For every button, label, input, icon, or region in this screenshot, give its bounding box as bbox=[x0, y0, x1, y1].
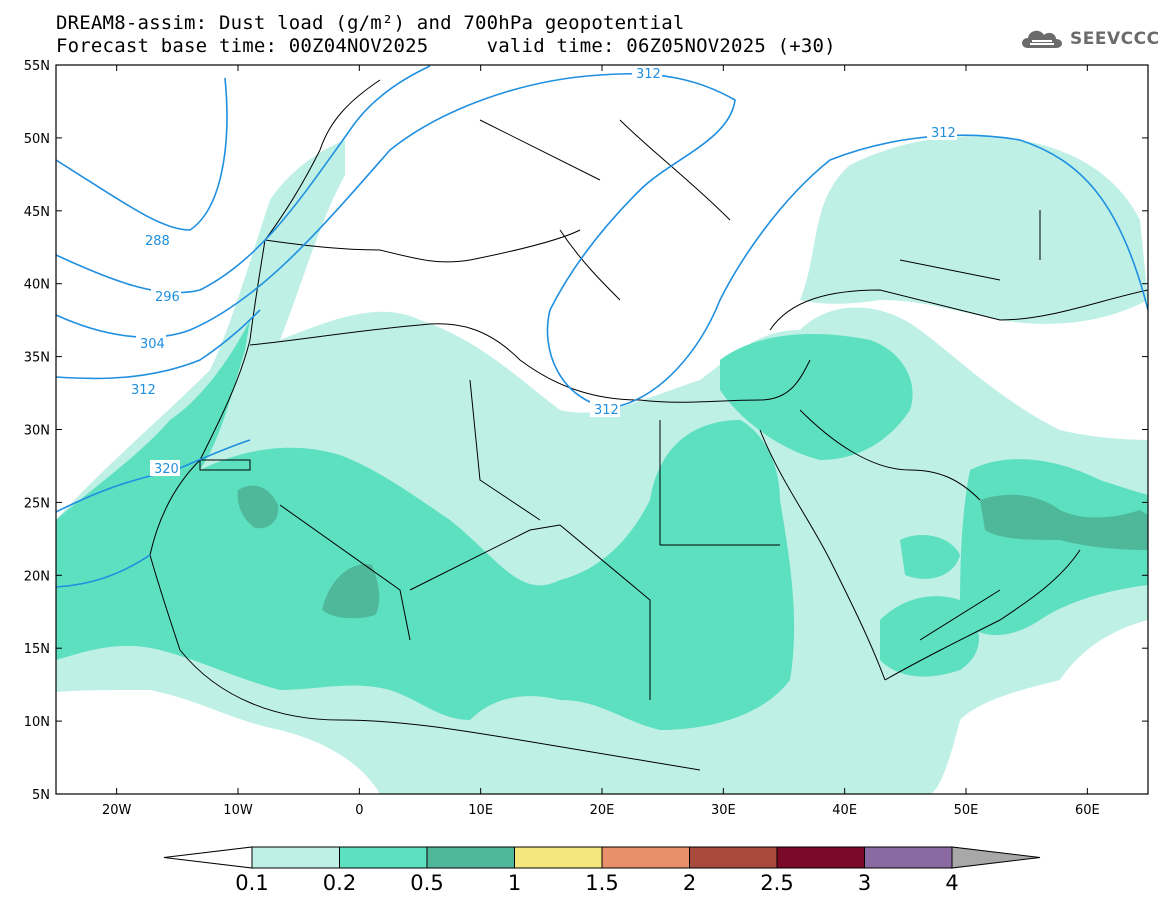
lon-tick-label: 10E bbox=[468, 803, 493, 818]
contour-label: 304 bbox=[140, 337, 165, 352]
cloud-icon bbox=[1022, 30, 1062, 48]
dust-fields bbox=[56, 136, 1148, 794]
colorbar-low-arrow bbox=[163, 846, 253, 869]
colorbar: 0.1 0.2 0.5 1 1.5 2 2.5 3 4 bbox=[163, 846, 1041, 895]
coastlines-and-borders bbox=[149, 79, 1148, 771]
colorbar-label: 4 bbox=[945, 871, 958, 895]
colorbar-bin bbox=[426, 846, 515, 869]
contour-label: 312 bbox=[931, 126, 956, 141]
contour-label: 296 bbox=[155, 290, 180, 305]
lat-tick-label: 25N bbox=[24, 496, 50, 511]
lon-tick-label: 0 bbox=[355, 803, 363, 818]
colorbar-bin bbox=[514, 846, 603, 869]
lat-tick-label: 20N bbox=[24, 569, 50, 584]
lat-tick-label: 5N bbox=[32, 788, 50, 803]
colorbar-label: 3 bbox=[858, 871, 871, 895]
contour-label: 320 bbox=[154, 462, 179, 477]
contour-label: 312 bbox=[594, 403, 619, 418]
logo-text: SEEVCCC bbox=[1070, 29, 1160, 49]
colorbar-label: 2.5 bbox=[760, 871, 793, 895]
contour-label: 312 bbox=[131, 383, 156, 398]
colorbar-bin bbox=[339, 846, 428, 869]
colorbar-bin bbox=[601, 846, 690, 869]
lat-tick-label: 50N bbox=[24, 132, 50, 147]
colorbar-label: 0.1 bbox=[235, 871, 268, 895]
colorbar-bin bbox=[251, 846, 340, 869]
colorbar-label: 1.5 bbox=[585, 871, 618, 895]
dust-level-0.5 bbox=[237, 485, 1148, 619]
lat-tick-label: 10N bbox=[24, 715, 50, 730]
colorbar-bin bbox=[776, 846, 865, 869]
lat-tick-label: 15N bbox=[24, 642, 50, 657]
lat-tick-label: 55N bbox=[24, 59, 50, 74]
contour-labels: 288 296 304 312 320 312 312 312 bbox=[127, 66, 957, 477]
lon-tick-label: 30E bbox=[711, 803, 736, 818]
lon-tick-label: 20E bbox=[590, 803, 615, 818]
colorbar-label: 0.5 bbox=[410, 871, 443, 895]
geopotential-contours bbox=[56, 65, 1148, 588]
lon-tick-label: 20W bbox=[102, 803, 132, 818]
lon-tick-label: 10W bbox=[223, 803, 253, 818]
contour-label: 288 bbox=[145, 234, 170, 249]
seevccc-logo: SEEVCCC bbox=[1018, 26, 1160, 52]
colorbar-label: 1 bbox=[508, 871, 521, 895]
lat-tick-label: 35N bbox=[24, 351, 50, 366]
colorbar-bin bbox=[864, 846, 953, 869]
lat-tick-label: 45N bbox=[24, 205, 50, 220]
colorbar-label: 0.2 bbox=[323, 871, 356, 895]
lat-tick-label: 30N bbox=[24, 424, 50, 439]
lon-tick-label: 60E bbox=[1075, 803, 1100, 818]
colorbar-bin bbox=[689, 846, 778, 869]
colorbar-label: 2 bbox=[683, 871, 696, 895]
lon-tick-label: 50E bbox=[954, 803, 979, 818]
contour-label: 312 bbox=[636, 67, 661, 82]
forecast-time-subtitle: Forecast base time: 00Z04NOV2025 valid t… bbox=[56, 35, 836, 57]
lat-tick-label: 40N bbox=[24, 278, 50, 293]
colorbar-high-arrow bbox=[951, 846, 1041, 869]
latitude-axis: 55N 50N 45N 40N 35N 30N 25N 20N 15N 10N 5N bbox=[24, 59, 1148, 803]
lon-tick-label: 40E bbox=[832, 803, 857, 818]
map-title: DREAM8-assim: Dust load (g/m²) and 700hP… bbox=[56, 12, 685, 34]
longitude-axis: 20W 10W 0 10E 20E 30E 40E 50E 60E bbox=[102, 65, 1100, 818]
dust-level-0.2 bbox=[56, 320, 1148, 730]
